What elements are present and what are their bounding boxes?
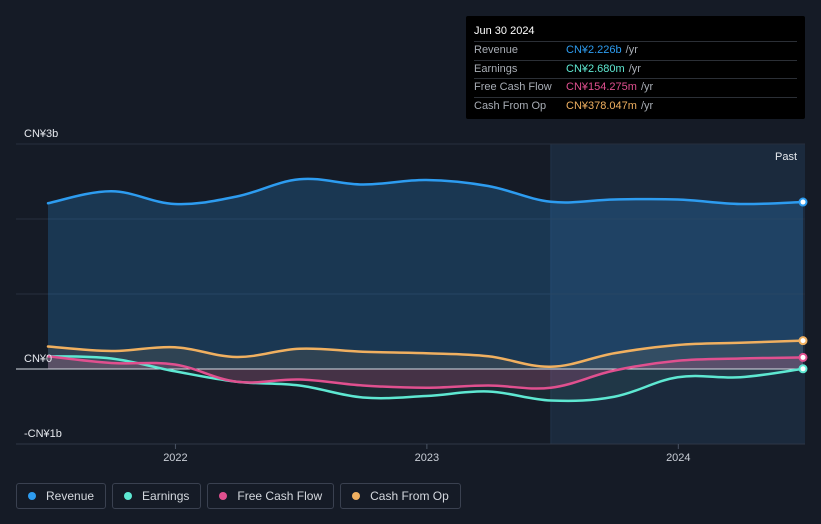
- tooltip-label: Free Cash Flow: [474, 81, 552, 93]
- x-tick-label: 2022: [163, 452, 187, 464]
- past-label: Past: [775, 151, 797, 163]
- legend: Revenue Earnings Free Cash Flow Cash Fro…: [16, 483, 461, 511]
- legend-dot-icon: [124, 492, 133, 500]
- area-revenue: [48, 178, 803, 369]
- series-line-free-cash-flow: [46, 355, 805, 390]
- tooltip-row-free-cash-flow: Free Cash Flow CN¥154.275m /yr: [474, 78, 797, 97]
- tooltip-value: CN¥2.680m: [566, 62, 625, 75]
- legend-dot-icon: [219, 492, 228, 500]
- tooltip-label: Cash From Op: [474, 99, 547, 112]
- series-end-marker-earnings: [798, 364, 808, 374]
- area-cash-from-op: [48, 340, 803, 369]
- legend-label: Cash From Op: [370, 489, 449, 503]
- legend-label: Earnings: [142, 489, 190, 503]
- tooltip-row-revenue: Revenue CN¥2.226b /yr: [474, 41, 797, 60]
- tooltip-value: CN¥2.226b: [566, 44, 622, 56]
- legend-label: Revenue: [46, 489, 95, 503]
- area-earnings: [48, 356, 803, 401]
- tooltip-label: Revenue: [474, 44, 519, 56]
- tooltip-unit: /yr: [640, 99, 654, 112]
- x-tick-label: 2023: [415, 452, 439, 464]
- series-line-revenue: [46, 177, 805, 206]
- y-tick-label: -CN¥1b: [24, 428, 62, 440]
- tooltip-label: Earnings: [474, 62, 518, 75]
- tooltip-unit: /yr: [628, 62, 641, 75]
- series-end-marker-revenue: [798, 197, 808, 207]
- tooltip-value: CN¥154.275m: [566, 81, 637, 93]
- series-end-marker-cash-from-op: [798, 336, 808, 346]
- legend-label: Free Cash Flow: [237, 489, 323, 503]
- y-tick-label: CN¥3b: [24, 128, 58, 140]
- x-tick-label: 2024: [666, 452, 690, 464]
- tooltip-unit: /yr: [640, 81, 654, 93]
- legend-item-revenue[interactable]: Revenue: [16, 483, 107, 509]
- area-free-cash-flow: [48, 356, 803, 389]
- legend-item-earnings[interactable]: Earnings: [112, 483, 202, 509]
- series-line-earnings: [46, 355, 805, 403]
- tooltip-value: CN¥378.047m: [566, 99, 637, 112]
- legend-dot-icon: [352, 492, 361, 500]
- legend-item-free-cash-flow[interactable]: Free Cash Flow: [207, 483, 335, 509]
- tooltip: Jun 30 2024 Revenue CN¥2.226b /yr Earnin…: [466, 16, 805, 119]
- legend-item-cash-from-op[interactable]: Cash From Op: [340, 483, 461, 509]
- tooltip-date: Jun 30 2024: [474, 25, 535, 37]
- series-line-cash-from-op: [46, 339, 805, 369]
- tooltip-row-cash-from-op: Cash From Op CN¥378.047m /yr: [474, 96, 797, 116]
- series-end-marker-free-cash-flow: [798, 352, 808, 362]
- tooltip-unit: /yr: [625, 44, 638, 56]
- legend-dot-icon: [28, 492, 36, 500]
- y-tick-label: CN¥0: [24, 353, 52, 365]
- tooltip-row-earnings: Earnings CN¥2.680m /yr: [474, 59, 797, 79]
